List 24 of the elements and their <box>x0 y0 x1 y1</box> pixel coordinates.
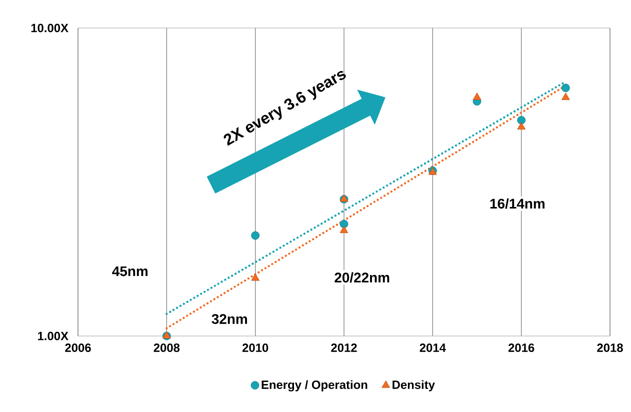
x-tick-label: 2010 <box>242 344 268 352</box>
point <box>251 231 260 240</box>
point <box>517 116 526 124</box>
x-tick-label: 2008 <box>154 344 180 352</box>
point <box>561 84 570 92</box>
x-tick-label: 2014 <box>420 344 446 352</box>
x-tick-label: 2012 <box>331 344 357 352</box>
point <box>251 273 260 281</box>
x-tick-label: 2006 <box>65 344 91 352</box>
y-tick-label: 10.00X <box>31 24 68 32</box>
annotation: 32nm <box>212 314 247 324</box>
point <box>340 226 348 234</box>
x-tick-label: 2016 <box>508 344 534 352</box>
x-tick-label: 2018 <box>597 344 623 352</box>
legend-label: Density <box>392 380 435 392</box>
annotation: 45nm <box>112 266 148 276</box>
legend-label: Energy / Operation <box>262 380 368 392</box>
y-tick-label: 1.00X <box>38 332 68 340</box>
point <box>472 92 482 100</box>
point <box>517 122 526 130</box>
annotation: 16/14nm <box>490 198 544 209</box>
annotation: 20/22nm <box>334 272 390 283</box>
point <box>340 220 348 228</box>
point <box>562 92 570 100</box>
